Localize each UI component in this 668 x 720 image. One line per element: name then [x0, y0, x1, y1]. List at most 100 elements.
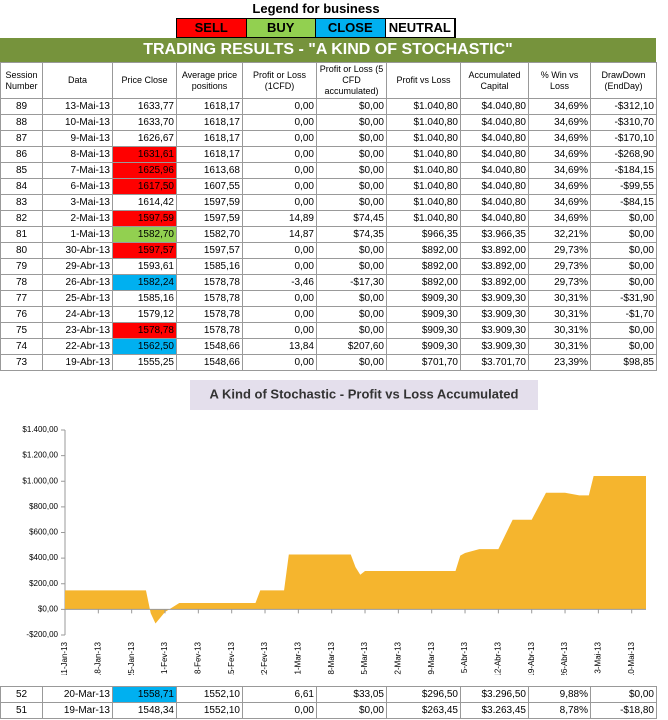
header-cell: % Win vs Loss — [528, 62, 591, 99]
table-cell: $0,00 — [316, 354, 387, 371]
table-cell: $207,60 — [316, 338, 387, 355]
table-cell: 1562,50 — [112, 338, 177, 355]
chart-title-box — [190, 380, 538, 410]
table-cell: 1582,70 — [176, 226, 243, 243]
table-cell: 10-Mai-13 — [42, 114, 113, 131]
table-cell: 23-Abr-13 — [42, 322, 113, 339]
table-cell: 1582,24 — [112, 274, 177, 291]
table-cell: 2-Mai-13 — [42, 210, 113, 227]
table-cell: $3.263,45 — [460, 702, 529, 719]
table-cell: $3.892,00 — [460, 274, 529, 291]
table-cell: 79 — [0, 258, 43, 275]
x-tick-label: 15-Fev-13 — [227, 641, 236, 675]
table-cell: 81 — [0, 226, 43, 243]
table-cell: 7-Mai-13 — [42, 162, 113, 179]
y-tick-label: $800,00 — [29, 502, 58, 511]
table-cell: 34,69% — [528, 114, 591, 131]
table-cell: 0,00 — [242, 306, 317, 323]
header-cell: DrawDown (EndDay) — [590, 62, 657, 99]
table-cell: 34,69% — [528, 210, 591, 227]
table-cell: 6,61 — [242, 686, 317, 703]
table-cell: $0,00 — [316, 98, 387, 115]
table-cell: 25-Abr-13 — [42, 290, 113, 307]
y-tick-label: -$200,00 — [26, 630, 58, 639]
table-cell: $0,00 — [316, 702, 387, 719]
x-tick-label: 29-Mar-13 — [427, 641, 436, 675]
header-cell: Profit or Loss (5 CFD accumulated) — [316, 62, 387, 99]
table-row: 76 24-Abr-13 1579,12 1578,78 0,00 $0,00 $909,3… — [0, 306, 657, 323]
table-cell: 6-Mai-13 — [42, 178, 113, 195]
legend: Legend for business SELL BUY CLOSE NEUTRAL — [176, 0, 456, 38]
table-cell: 1607,55 — [176, 178, 243, 195]
table-cell: $296,50 — [386, 686, 461, 703]
x-tick-label: 11-Jan-13 — [60, 641, 69, 675]
table-cell: $4.040,80 — [460, 194, 529, 211]
table-cell: -$268,90 — [590, 146, 657, 163]
table-row: 79 29-Abr-13 1593,61 1585,16 0,00 $0,00 $892,0… — [0, 258, 657, 275]
table-cell: 75 — [0, 322, 43, 339]
table-cell: 88 — [0, 114, 43, 131]
table-cell: 89 — [0, 98, 43, 115]
table-cell: 1585,16 — [176, 258, 243, 275]
table-cell: 1633,77 — [112, 98, 177, 115]
table-row: 78 26-Abr-13 1582,24 1578,78 -3,46 -$17,30 $89… — [0, 274, 657, 291]
table-cell: $0,00 — [316, 114, 387, 131]
table-cell: $3.909,30 — [460, 322, 529, 339]
table-cell: 29,73% — [528, 258, 591, 275]
table-cell: $263,45 — [386, 702, 461, 719]
table-cell: -$84,15 — [590, 194, 657, 211]
header-cell: Accumulated Capital — [460, 62, 529, 99]
table-cell: 1548,34 — [112, 702, 177, 719]
table-cell: $0,00 — [316, 322, 387, 339]
table-cell: $0,00 — [316, 178, 387, 195]
table-cell: $1.040,80 — [386, 194, 461, 211]
table-row: 85 7-Mai-13 1625,96 1613,68 0,00 $0,00 $1.040,… — [0, 162, 657, 179]
table-cell: 34,69% — [528, 194, 591, 211]
table-cell: 86 — [0, 146, 43, 163]
table-cell: $3.296,50 — [460, 686, 529, 703]
table-cell: 0,00 — [242, 114, 317, 131]
table-row: 81 1-Mai-13 1582,70 1582,70 14,87 $74,35 $966,… — [0, 226, 657, 243]
table-row: 83 3-Mai-13 1614,42 1597,59 0,00 $0,00 $1.040,… — [0, 194, 657, 211]
table-row: 88 10-Mai-13 1633,70 1618,17 0,00 $0,00 $1.040… — [0, 114, 657, 131]
table-cell: 52 — [0, 686, 43, 703]
x-tick-label: 22-Fev-13 — [260, 641, 269, 675]
table-cell: $0,00 — [316, 146, 387, 163]
table-cell: $0,00 — [590, 210, 657, 227]
table-row: 80 30-Abr-13 1597,57 1597,57 0,00 $0,00 $892,0… — [0, 242, 657, 259]
table-cell: 1633,70 — [112, 114, 177, 131]
table-cell: 0,00 — [242, 178, 317, 195]
table-cell: $0,00 — [590, 258, 657, 275]
table-cell: 1597,59 — [176, 194, 243, 211]
table-row: 75 23-Abr-13 1578,78 1578,78 0,00 $0,00 $909,3… — [0, 322, 657, 339]
table-cell: $74,45 — [316, 210, 387, 227]
table-cell: 1597,59 — [176, 210, 243, 227]
table-cell: $892,00 — [386, 274, 461, 291]
header-cell: Average price positions — [176, 62, 243, 99]
table-cell: $4.040,80 — [460, 130, 529, 147]
table-cell: $4.040,80 — [460, 146, 529, 163]
table-cell: $0,00 — [316, 306, 387, 323]
table-cell: 3-Mai-13 — [42, 194, 113, 211]
table-cell: 0,00 — [242, 162, 317, 179]
table-cell: 1555,25 — [112, 354, 177, 371]
table-cell: $3.701,70 — [460, 354, 529, 371]
area — [65, 476, 646, 624]
table-cell: $4.040,80 — [460, 114, 529, 131]
header-cell: Profit or Loss (1CFD) — [242, 62, 317, 99]
table-cell: $0,00 — [590, 338, 657, 355]
table-cell: 1631,61 — [112, 146, 177, 163]
table-cell: 0,00 — [242, 130, 317, 147]
table-cell: $3.909,30 — [460, 290, 529, 307]
table-cell: 1597,59 — [112, 210, 177, 227]
table-cell: 85 — [0, 162, 43, 179]
table-cell: 1618,17 — [176, 114, 243, 131]
table-row: 73 19-Abr-13 1555,25 1548,66 0,00 $0,00 $701,7… — [0, 354, 657, 371]
table-row: 89 13-Mai-13 1633,77 1618,17 0,00 $0,00 $1.040… — [0, 98, 657, 115]
table-cell: $4.040,80 — [460, 210, 529, 227]
table-cell: 22-Abr-13 — [42, 338, 113, 355]
table-cell: -$99,55 — [590, 178, 657, 195]
table-cell: 1618,17 — [176, 130, 243, 147]
table-cell: 1585,16 — [112, 290, 177, 307]
table-cell: -$18,80 — [590, 702, 657, 719]
